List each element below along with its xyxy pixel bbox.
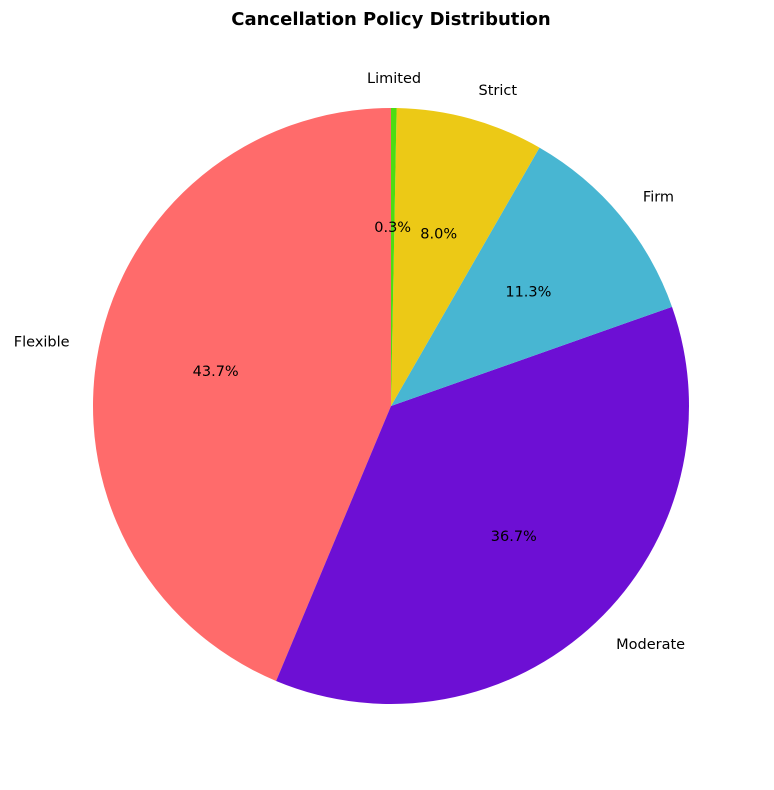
slice-label-flexible: Flexible — [14, 335, 70, 351]
pie-slice-flexible — [93, 108, 391, 681]
pct-label-flexible: 43.7% — [193, 364, 239, 380]
slice-label-limited: Limited — [367, 71, 421, 87]
pie-labels: Flexible 43.7% Moderate 36.7% Firm 11.3% Stric… — [14, 71, 685, 653]
pct-label-firm: 11.3% — [505, 285, 551, 301]
pct-label-limited: 0.3% — [374, 220, 411, 236]
pct-label-moderate: 36.7% — [491, 529, 537, 545]
chart-title: Cancellation Policy Distribution — [231, 9, 550, 30]
pie-slice-limited — [391, 108, 397, 406]
pie-slices — [93, 108, 689, 704]
pct-label-strict: 8.0% — [420, 227, 457, 243]
pie-slice-firm — [391, 147, 673, 407]
pie-slice-strict — [391, 108, 540, 406]
slice-label-strict: Strict — [478, 83, 517, 99]
pie-slice-moderate — [276, 306, 689, 704]
slice-label-firm: Firm — [643, 189, 674, 205]
slice-label-moderate: Moderate — [616, 637, 685, 653]
